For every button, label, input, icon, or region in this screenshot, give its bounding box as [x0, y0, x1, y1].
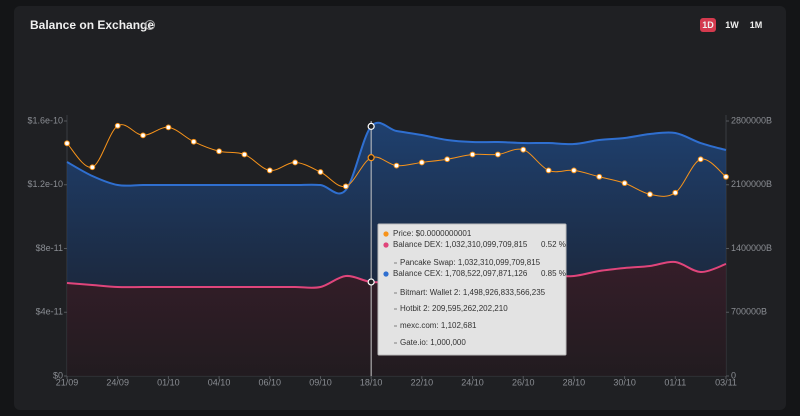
x-tick-label: 09/10 [309, 377, 332, 387]
y-tick-label: $8e-11 [36, 243, 63, 253]
range-button[interactable]: 1D [702, 20, 714, 30]
price-dot [64, 140, 70, 147]
price-dot [165, 124, 172, 131]
price-dot [89, 164, 96, 171]
y2-tick-label: 0 [731, 370, 736, 380]
price-dot [444, 156, 451, 163]
price-dot [393, 162, 400, 169]
price-dot [418, 159, 425, 166]
price-dot [241, 151, 248, 158]
price-dot [292, 159, 299, 166]
x-tick-label: 21/09 [56, 377, 79, 387]
price-dot [190, 138, 197, 145]
y-tick-label: $4e-11 [36, 307, 63, 317]
range-button[interactable]: 1W [725, 20, 739, 30]
x-tick-label: 06/10 [259, 377, 282, 387]
x-tick-label: 01/11 [664, 377, 686, 387]
y2-tick-label: 2100000B [731, 179, 772, 189]
x-tick-label: 18/10 [360, 377, 383, 387]
x-tick-label: 26/10 [512, 377, 535, 387]
price-dot [697, 156, 704, 163]
title: Balance on Exchange [30, 18, 154, 32]
tooltip-item: mexc.com: 1,102,681 [400, 321, 477, 330]
info-icon[interactable] [145, 20, 155, 30]
price-dot [494, 151, 501, 158]
price-dot [723, 173, 729, 180]
y-tick-label: $1.2e-10 [27, 179, 63, 189]
hover-dot [367, 278, 375, 286]
price-dot [520, 146, 527, 153]
tooltip-dot [383, 271, 389, 277]
price-dot [317, 169, 324, 175]
range-button[interactable]: 1M [750, 20, 763, 30]
tooltip-item: Bitmart: Wallet 2: 1,498,926,833,566,235 [400, 288, 546, 297]
tooltip-share: 0.52 % [541, 240, 566, 249]
price-dot [647, 191, 653, 198]
x-tick-label: 28/10 [563, 377, 586, 387]
tooltip-box [377, 223, 567, 356]
tooltip-dot [383, 231, 389, 237]
price-dot [672, 189, 679, 196]
x-tick-label: 03/11 [715, 377, 737, 387]
price-dot [266, 167, 273, 174]
x-tick-label: 24/09 [106, 377, 129, 387]
tooltip-item: Hotbit 2: 209,595,262,202,210 [400, 304, 508, 313]
y2-tick-label: 2800000B [731, 115, 772, 125]
x-tick-label: 22/10 [411, 377, 434, 387]
tooltip-share: 0.85 % [541, 269, 566, 278]
price-dot [114, 122, 121, 129]
price-dot [469, 151, 476, 158]
tooltip-dot [383, 242, 389, 248]
hover-dot [367, 122, 375, 130]
y-tick-label: $1.6e-10 [27, 115, 63, 125]
area-line [66, 121, 727, 195]
y-tick-label: $0 [53, 370, 63, 380]
price-dot [571, 167, 577, 174]
price-dot [342, 183, 349, 190]
hover-dot [367, 154, 375, 162]
price-dot [545, 167, 552, 174]
x-tick-label: 30/10 [613, 377, 636, 387]
y2-tick-label: 700000B [731, 307, 767, 317]
tooltip-label: Balance CEX: 1,708,522,097,871,126 [393, 269, 528, 278]
x-tick-label: 24/10 [461, 377, 484, 387]
tooltip-label: Price: $0.0000000001 [393, 229, 472, 238]
price-dot [621, 180, 628, 187]
price-dot [216, 148, 222, 155]
price-dot [596, 173, 603, 180]
x-tick-label: 01/10 [157, 377, 180, 387]
range-button-bg[interactable] [700, 18, 716, 32]
tooltip-item: Pancake Swap: 1,032,310,099,709,815 [400, 258, 541, 267]
tooltip-label: Balance DEX: 1,032,310,099,709,815 [393, 240, 528, 249]
y2-tick-label: 1400000B [731, 243, 772, 253]
info-icon-dot [149, 21, 151, 23]
tooltip-item: Gate.io: 1,000,000 [400, 338, 466, 347]
price-dot [140, 132, 146, 139]
x-tick-label: 04/10 [208, 377, 231, 387]
